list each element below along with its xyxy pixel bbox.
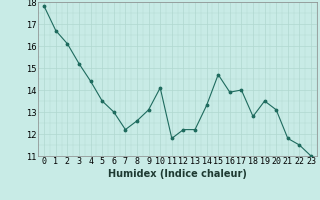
- X-axis label: Humidex (Indice chaleur): Humidex (Indice chaleur): [108, 169, 247, 179]
